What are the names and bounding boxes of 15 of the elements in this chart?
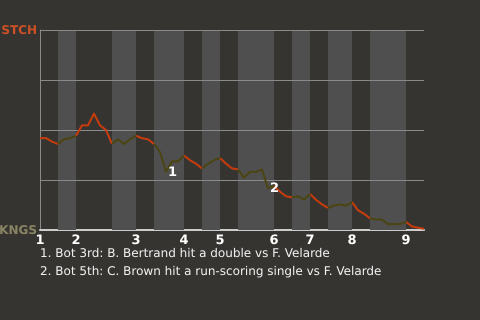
text: KNGS	[0, 223, 37, 237]
text: 2. Bot 5th: C. Brown hit a run-scoring single vs F. Velarde	[40, 264, 382, 278]
x-tick-label: 6	[269, 233, 279, 248]
annotation: 1	[168, 164, 178, 180]
x-tick-label: 2	[71, 233, 81, 248]
x-tick-label: 7	[305, 233, 315, 248]
x-tick-label: 4	[179, 233, 189, 248]
x-tick-label: 8	[347, 233, 357, 248]
text: STCH	[1, 23, 37, 37]
x-tick-label: 3	[131, 233, 141, 248]
text: 1. Bot 3rd: B. Bertrand hit a double vs F. Velarde	[40, 246, 330, 260]
annotation: 2	[270, 181, 280, 196]
x-tick-label: 1	[35, 233, 45, 248]
x-tick-label: 5	[215, 233, 225, 248]
x-tick-label: 9	[401, 233, 411, 248]
